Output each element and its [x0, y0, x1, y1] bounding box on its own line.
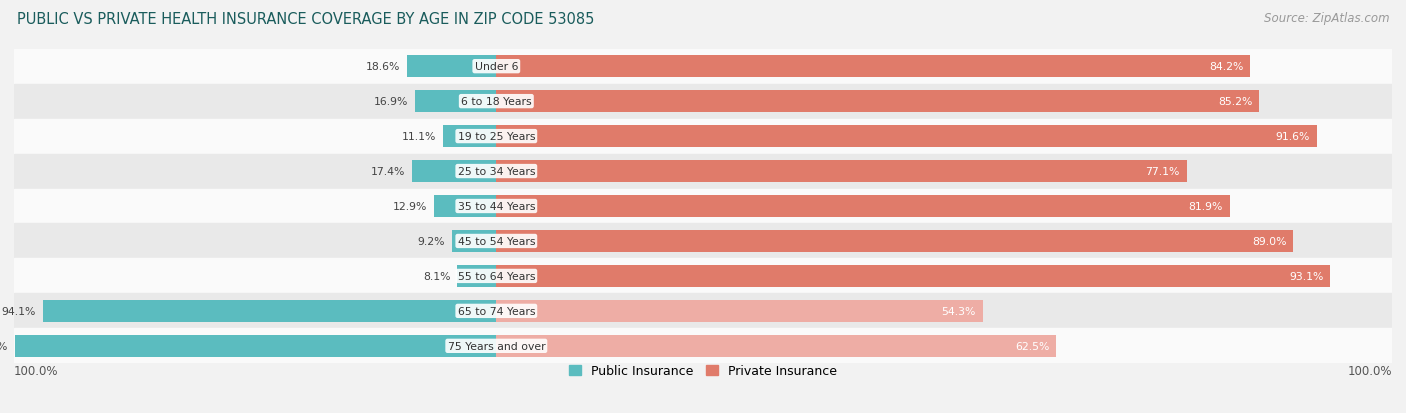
Text: 84.2%: 84.2% [1209, 62, 1243, 72]
Text: 16.9%: 16.9% [374, 97, 408, 107]
Text: 81.9%: 81.9% [1188, 202, 1223, 211]
Text: 65 to 74 Years: 65 to 74 Years [457, 306, 536, 316]
Text: 85.2%: 85.2% [1218, 97, 1253, 107]
Bar [14, 259, 1392, 294]
Text: 25 to 34 Years: 25 to 34 Years [457, 166, 536, 177]
Bar [457, 266, 496, 287]
Bar [496, 196, 1230, 217]
Bar [14, 335, 496, 357]
Bar [496, 56, 1250, 78]
Bar [496, 266, 1330, 287]
Text: 18.6%: 18.6% [366, 62, 399, 72]
Text: 100.0%: 100.0% [14, 364, 59, 377]
Text: 12.9%: 12.9% [392, 202, 427, 211]
Text: 99.9%: 99.9% [0, 341, 7, 351]
Text: 75 Years and over: 75 Years and over [447, 341, 546, 351]
Bar [496, 300, 983, 322]
Text: 55 to 64 Years: 55 to 64 Years [457, 271, 536, 281]
Text: Under 6: Under 6 [475, 62, 517, 72]
Text: 45 to 54 Years: 45 to 54 Years [457, 236, 536, 247]
Text: 17.4%: 17.4% [371, 166, 405, 177]
Text: 11.1%: 11.1% [402, 132, 436, 142]
Bar [14, 50, 1392, 84]
Text: 89.0%: 89.0% [1251, 236, 1286, 247]
Bar [14, 329, 1392, 363]
Bar [14, 154, 1392, 189]
Bar [443, 126, 496, 147]
Bar [496, 161, 1187, 183]
Text: 8.1%: 8.1% [423, 271, 450, 281]
Text: 54.3%: 54.3% [942, 306, 976, 316]
Text: 100.0%: 100.0% [1347, 364, 1392, 377]
Text: 77.1%: 77.1% [1146, 166, 1180, 177]
Text: 9.2%: 9.2% [418, 236, 446, 247]
Text: 91.6%: 91.6% [1275, 132, 1310, 142]
Bar [406, 56, 496, 78]
Bar [496, 126, 1316, 147]
Bar [14, 224, 1392, 259]
Bar [496, 230, 1294, 252]
Text: 19 to 25 Years: 19 to 25 Years [457, 132, 536, 142]
Text: Source: ZipAtlas.com: Source: ZipAtlas.com [1264, 12, 1389, 25]
Bar [14, 294, 1392, 329]
Bar [451, 230, 496, 252]
Text: 62.5%: 62.5% [1015, 341, 1049, 351]
Legend: Public Insurance, Private Insurance: Public Insurance, Private Insurance [564, 359, 842, 382]
Text: 93.1%: 93.1% [1289, 271, 1323, 281]
Bar [14, 84, 1392, 119]
Bar [496, 335, 1056, 357]
Bar [496, 91, 1260, 113]
Text: 94.1%: 94.1% [1, 306, 35, 316]
Bar [415, 91, 496, 113]
Text: 6 to 18 Years: 6 to 18 Years [461, 97, 531, 107]
Bar [412, 161, 496, 183]
Bar [42, 300, 496, 322]
Bar [434, 196, 496, 217]
Bar [14, 119, 1392, 154]
Bar [14, 189, 1392, 224]
Text: 35 to 44 Years: 35 to 44 Years [457, 202, 536, 211]
Text: PUBLIC VS PRIVATE HEALTH INSURANCE COVERAGE BY AGE IN ZIP CODE 53085: PUBLIC VS PRIVATE HEALTH INSURANCE COVER… [17, 12, 595, 27]
